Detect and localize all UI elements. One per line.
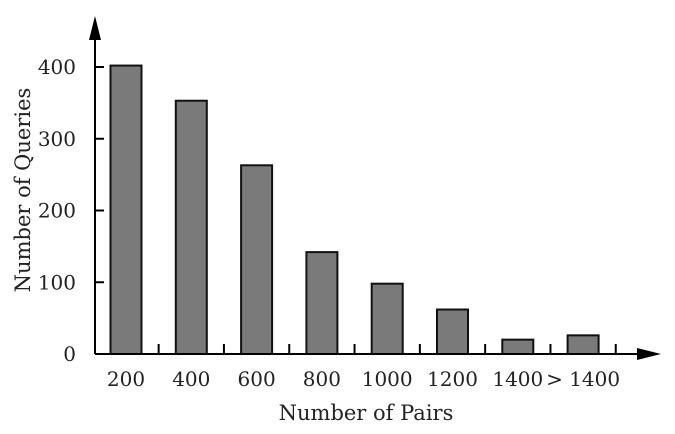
bar-400 [174, 99, 208, 355]
axes-group [89, 16, 661, 360]
x-tick-label: 400 [172, 367, 210, 391]
y-tick-label: 400 [38, 55, 76, 79]
bar-1400-plus [566, 334, 600, 356]
x-tick-label: 800 [303, 367, 341, 391]
bar-1200 [436, 308, 469, 356]
x-tick-label: 600 [238, 367, 276, 391]
bar-1400 [501, 338, 535, 355]
x-tick-label: 1000 [362, 367, 413, 391]
y-axis-title: Number of Queries [11, 88, 35, 293]
bar-800 [305, 251, 339, 356]
y-axis-arrow-icon [89, 16, 101, 40]
bar-600 [240, 164, 274, 355]
bar-1000 [370, 282, 404, 355]
y-tick-label: 200 [38, 199, 76, 223]
x-axis-title: Number of Pairs [279, 401, 454, 425]
x-tick-label: 1400 [492, 367, 543, 391]
x-tick-label: 1200 [427, 367, 478, 391]
labels-group: Number of Pairs Number of Queries [11, 88, 453, 425]
bar-200 [109, 64, 143, 355]
x-tick-label: 200 [107, 367, 145, 391]
y-tick-label: 100 [38, 270, 76, 294]
ticks-group: 200 400 600 800 1000 1200 1400 > 1400 0 100 200 300… [38, 55, 620, 391]
x-axis-arrow-icon [637, 348, 661, 360]
y-tick-label: 0 [63, 342, 76, 366]
x-tick-label: > 1400 [546, 367, 620, 391]
bars-group [109, 64, 600, 356]
y-tick-label: 300 [38, 127, 76, 151]
